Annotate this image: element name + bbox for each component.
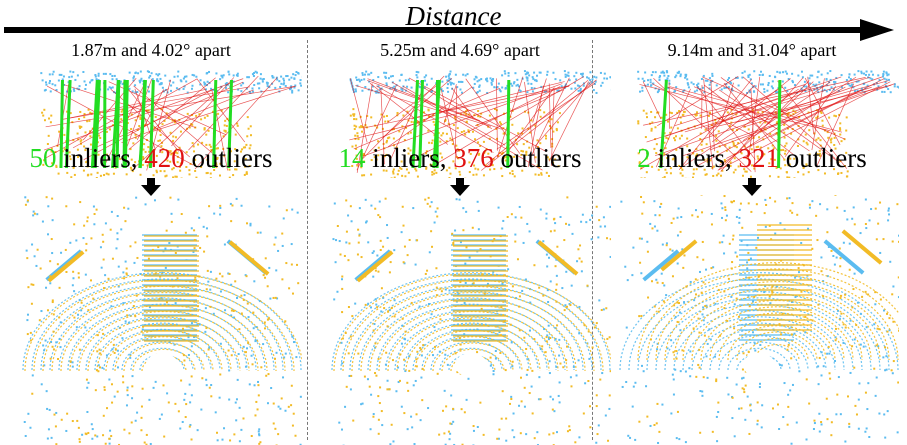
correspondence-visualization: [637, 70, 899, 178]
outliers-word: outliers: [779, 143, 867, 173]
correspondence-visualization: [349, 70, 611, 178]
panel-caption: 9.14m and 31.04° apart: [667, 40, 837, 60]
inliers-count: 14: [338, 143, 366, 173]
outliers-count: 321: [738, 143, 780, 173]
inliers-word: inliers,: [650, 143, 739, 173]
panel-divider: [307, 40, 308, 440]
inliers-word: inliers,: [365, 143, 454, 173]
down-arrow-icon: [141, 178, 161, 196]
inlier-outlier-counts: 50 inliers, 420 outliers: [0, 143, 302, 173]
panel-far: 9.14m and 31.04° apart 2 inliers, 321 ou…: [597, 40, 907, 445]
outliers-count: 420: [144, 143, 185, 173]
distance-label: Distance: [405, 1, 502, 31]
outliers-word: outliers: [493, 143, 582, 173]
inlier-outlier-counts: 14 inliers, 376 outliers: [309, 143, 611, 173]
inliers-word: inliers,: [56, 143, 145, 173]
registration-result: [331, 196, 611, 445]
outliers-word: outliers: [184, 143, 273, 173]
panel-medium: 5.25m and 4.69° apart 14 inliers, 376 ou…: [309, 40, 611, 445]
down-arrow-icon: [450, 178, 470, 196]
panel-caption: 5.25m and 4.69° apart: [380, 40, 540, 60]
inliers-count: 2: [637, 143, 651, 173]
panel-near: 1.87m and 4.02° apart 50 inliers, 420 ou…: [0, 40, 302, 445]
inliers-count: 50: [29, 143, 57, 173]
outliers-count: 376: [453, 143, 494, 173]
registration-result: [619, 195, 899, 445]
registration-result: [22, 196, 302, 445]
panel-caption: 1.87m and 4.02° apart: [71, 40, 231, 60]
inlier-outlier-counts: 2 inliers, 321 outliers: [597, 143, 907, 173]
distance-header: Distance: [0, 0, 907, 44]
distance-arrow-icon: [4, 19, 894, 41]
correspondence-visualization: [40, 70, 302, 178]
down-arrow-icon: [742, 178, 762, 196]
